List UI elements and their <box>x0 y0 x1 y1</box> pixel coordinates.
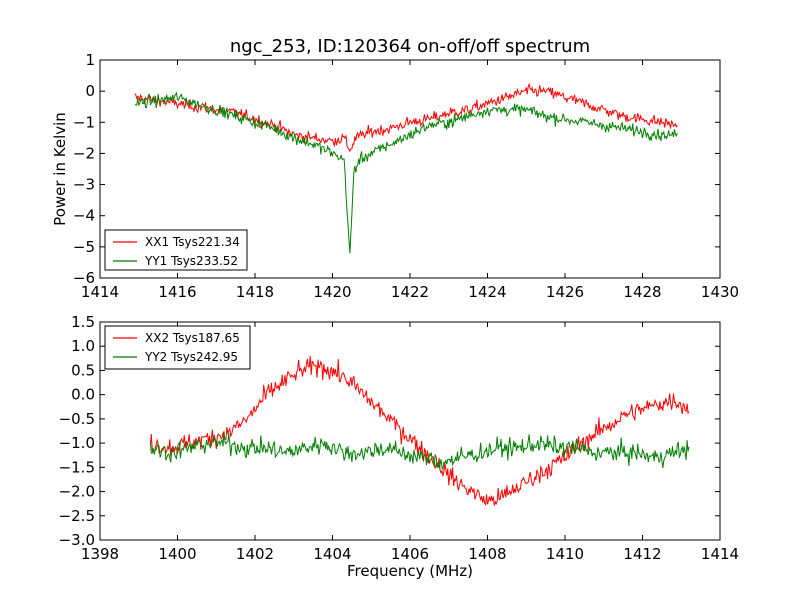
series-line-1 <box>149 355 690 506</box>
y-tick-label: −3 <box>73 176 95 194</box>
y-tick-label: −1.0 <box>59 434 95 452</box>
series-line-2 <box>149 431 690 470</box>
x-tick-label: 1402 <box>236 545 274 563</box>
y-tick-label: −1 <box>73 113 95 131</box>
x-tick-label: 1428 <box>623 283 661 301</box>
series-line-2 <box>134 91 678 254</box>
legend-label-2: YY2 Tsys242.95 <box>144 350 238 364</box>
y-tick-label: −1.5 <box>59 458 95 476</box>
x-tick-label: 1420 <box>313 283 351 301</box>
legend-box <box>104 325 251 370</box>
x-tick-label: 1412 <box>623 545 661 563</box>
y-tick-label: −2.5 <box>59 507 95 525</box>
y-tick-label: −5 <box>73 238 95 256</box>
legend-box <box>104 229 248 271</box>
chart-panel-1: 1414 1416 1418 1420 1422 1424 1426 1428 1430 1 0 −1… <box>51 51 739 301</box>
chart-panel-2: 1398 1400 1402 1404 1406 1408 1410 1412 1414 1.5 1… <box>59 313 740 580</box>
y-tick-label: −3.0 <box>59 531 95 549</box>
y-tick-label: 0.5 <box>71 361 95 379</box>
y-tick-label: 0 <box>85 82 95 100</box>
y-tick-label: −4 <box>73 207 95 225</box>
x-tick-label: 1418 <box>236 283 274 301</box>
y-tick-label: −0.5 <box>59 410 95 428</box>
x-tick-label: 1398 <box>81 545 119 563</box>
x-tick-label: 1410 <box>546 545 584 563</box>
y-tick-label: −2 <box>73 144 95 162</box>
y-tick-label: 1 <box>85 51 95 69</box>
chart-layer: 1414 1416 1418 1420 1422 1424 1426 1428 1430 1 0 −1… <box>51 51 739 580</box>
y-tick-label: 1.5 <box>71 313 95 331</box>
y-axis-label: Power in Kelvin <box>51 112 69 226</box>
x-tick-label: 1408 <box>468 545 506 563</box>
x-tick-label: 1430 <box>701 283 739 301</box>
x-tick-label: 1414 <box>81 283 119 301</box>
x-tick-label: 1400 <box>158 545 196 563</box>
legend-label-1: XX1 Tsys221.34 <box>145 235 240 249</box>
legend: XX1 Tsys221.34 YY1 Tsys233.52 <box>104 229 248 271</box>
y-tick-label: −2.0 <box>59 483 95 501</box>
figure-title: ngc_253, ID:120364 on-off/off spectrum <box>230 36 590 57</box>
y-tick-label: 1.0 <box>71 337 95 355</box>
y-tick-label: −6 <box>73 269 95 287</box>
legend-label-1: XX2 Tsys187.65 <box>145 331 240 345</box>
y-tick-label: 0.0 <box>71 386 95 404</box>
x-tick-label: 1424 <box>468 283 506 301</box>
x-tick-label: 1426 <box>546 283 584 301</box>
x-tick-label: 1416 <box>158 283 196 301</box>
x-axis-label: Frequency (MHz) <box>347 562 473 580</box>
x-tick-label: 1414 <box>701 545 739 563</box>
x-tick-label: 1422 <box>391 283 429 301</box>
x-tick-label: 1406 <box>391 545 429 563</box>
legend: XX2 Tsys187.65 YY2 Tsys242.95 <box>104 325 251 370</box>
x-tick-label: 1404 <box>313 545 351 563</box>
legend-label-2: YY1 Tsys233.52 <box>144 254 238 268</box>
